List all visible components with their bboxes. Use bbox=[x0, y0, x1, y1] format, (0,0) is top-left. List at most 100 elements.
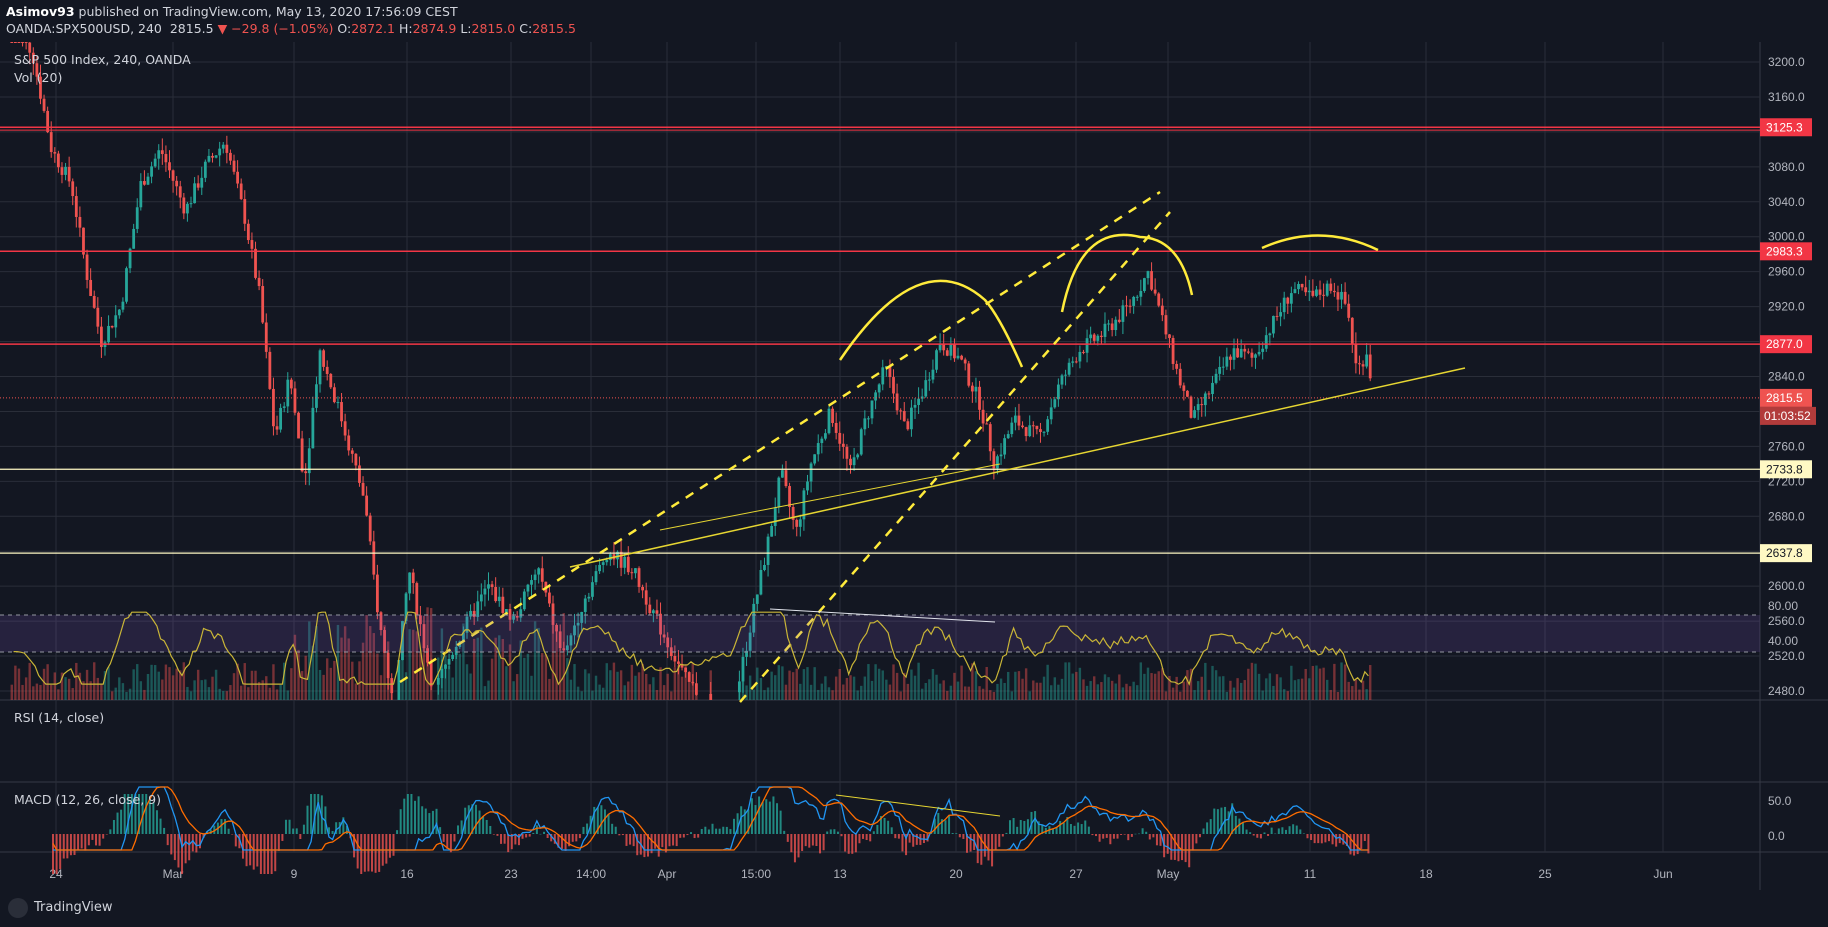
candle-body bbox=[849, 458, 852, 466]
volume-bar bbox=[745, 685, 748, 700]
macd-histogram-bar bbox=[596, 807, 599, 834]
volume-bar bbox=[429, 608, 433, 700]
macd-histogram-bar bbox=[1102, 834, 1105, 839]
volume-bar bbox=[1118, 674, 1121, 700]
macd-histogram-bar bbox=[148, 799, 151, 834]
candle-body bbox=[200, 177, 204, 188]
volume-bar bbox=[247, 687, 250, 700]
macd-histogram-bar bbox=[521, 834, 524, 839]
macd-histogram-bar bbox=[206, 831, 209, 834]
candle-body bbox=[1203, 393, 1207, 406]
candle-body bbox=[763, 564, 766, 570]
candle-body bbox=[788, 486, 791, 507]
candle-body bbox=[1282, 297, 1286, 313]
macd-histogram-bar bbox=[302, 824, 305, 834]
volume-bar bbox=[1239, 682, 1243, 700]
volume-bar bbox=[236, 663, 239, 700]
volume-bar bbox=[1265, 678, 1268, 700]
volume-bar bbox=[1354, 679, 1358, 700]
macd-histogram-bar bbox=[1263, 832, 1266, 834]
macd-histogram-bar bbox=[862, 834, 865, 839]
macd-histogram-bar bbox=[722, 826, 725, 834]
volume-bar bbox=[781, 666, 784, 700]
footer-brand[interactable]: TradingView bbox=[34, 900, 113, 915]
macd-histogram-bar bbox=[363, 834, 366, 872]
volume-bar bbox=[343, 626, 347, 700]
volume-bar bbox=[956, 681, 960, 700]
candle-body bbox=[440, 668, 444, 679]
macd-histogram-bar bbox=[1008, 820, 1011, 834]
y-tick-label: 2600.0 bbox=[1768, 579, 1805, 593]
candle-body bbox=[476, 601, 480, 617]
macd-histogram-bar bbox=[1310, 834, 1313, 841]
candle-body bbox=[322, 350, 326, 367]
volume-bar bbox=[372, 633, 375, 700]
candle-body bbox=[1289, 293, 1293, 304]
candle-body bbox=[257, 277, 261, 287]
macd-histogram-bar bbox=[224, 819, 227, 834]
volume-bar bbox=[1247, 668, 1250, 700]
candle-body bbox=[591, 582, 594, 597]
macd-histogram-bar bbox=[1324, 834, 1327, 843]
macd-histogram-bar bbox=[1302, 833, 1305, 834]
volume-bar bbox=[1085, 685, 1089, 700]
macd-histogram-bar bbox=[342, 817, 345, 834]
candle-body bbox=[960, 355, 964, 360]
volume-bar bbox=[999, 678, 1003, 700]
volume-bar bbox=[1067, 662, 1071, 700]
volume-bar bbox=[1146, 667, 1150, 700]
macd-histogram-bar bbox=[327, 827, 330, 834]
macd-histogram-bar bbox=[793, 834, 796, 863]
volume-bar bbox=[1168, 675, 1171, 700]
candle-body bbox=[748, 632, 752, 651]
macd-histogram-bar bbox=[761, 802, 764, 834]
macd-histogram-bar bbox=[715, 828, 718, 834]
volume-bar bbox=[469, 673, 472, 700]
volume-bar bbox=[483, 686, 487, 700]
macd-histogram-bar bbox=[1198, 834, 1201, 838]
level-price-tag bbox=[1760, 242, 1812, 261]
macd-histogram-bar bbox=[306, 805, 309, 834]
candle-body bbox=[1013, 415, 1017, 423]
candle-body bbox=[852, 457, 856, 466]
macd-histogram-bar bbox=[621, 834, 624, 836]
macd-histogram-bar bbox=[155, 810, 158, 834]
macd-histogram-bar bbox=[227, 828, 230, 834]
volume-bar bbox=[1075, 671, 1078, 700]
publisher-name[interactable]: Asimov93 bbox=[6, 4, 75, 19]
macd-histogram-bar bbox=[1052, 828, 1055, 834]
high-label: H: bbox=[398, 21, 413, 36]
volume-bar bbox=[1125, 683, 1128, 700]
volume-bar bbox=[161, 679, 164, 700]
volume-bar bbox=[512, 681, 515, 700]
volume-bar bbox=[444, 655, 447, 700]
candle-body bbox=[1189, 396, 1193, 418]
volume-bar bbox=[189, 691, 193, 700]
volume-bar bbox=[910, 669, 913, 700]
price-chart[interactable]: 24Mar9162314:00Apr15:00132027May111825Ju… bbox=[0, 42, 1828, 890]
candle-body bbox=[867, 418, 870, 420]
macd-histogram-bar bbox=[478, 810, 481, 834]
candle-body bbox=[390, 678, 394, 694]
volume-bar bbox=[877, 668, 881, 700]
volume-bar bbox=[1175, 676, 1178, 700]
volume-bar bbox=[709, 670, 712, 700]
candle-body bbox=[171, 170, 175, 181]
macd-histogram-bar bbox=[901, 834, 904, 852]
macd-histogram-bar bbox=[263, 834, 266, 874]
macd-histogram-bar bbox=[159, 818, 162, 834]
candle-body bbox=[1125, 305, 1128, 307]
volume-bar bbox=[1358, 689, 1361, 700]
volume-bar bbox=[784, 684, 788, 700]
candle-body bbox=[264, 322, 268, 352]
candle-body bbox=[275, 426, 279, 430]
macd-signal-line bbox=[52, 786, 1369, 851]
candle-body bbox=[1064, 374, 1067, 376]
macd-histogram-bar bbox=[55, 834, 58, 874]
candle-body bbox=[505, 609, 508, 613]
macd-histogram-bar bbox=[109, 829, 112, 834]
candle-body bbox=[268, 351, 272, 389]
macd-histogram-bar bbox=[335, 822, 338, 834]
candle-body bbox=[820, 438, 824, 444]
macd-histogram-bar bbox=[790, 834, 793, 853]
